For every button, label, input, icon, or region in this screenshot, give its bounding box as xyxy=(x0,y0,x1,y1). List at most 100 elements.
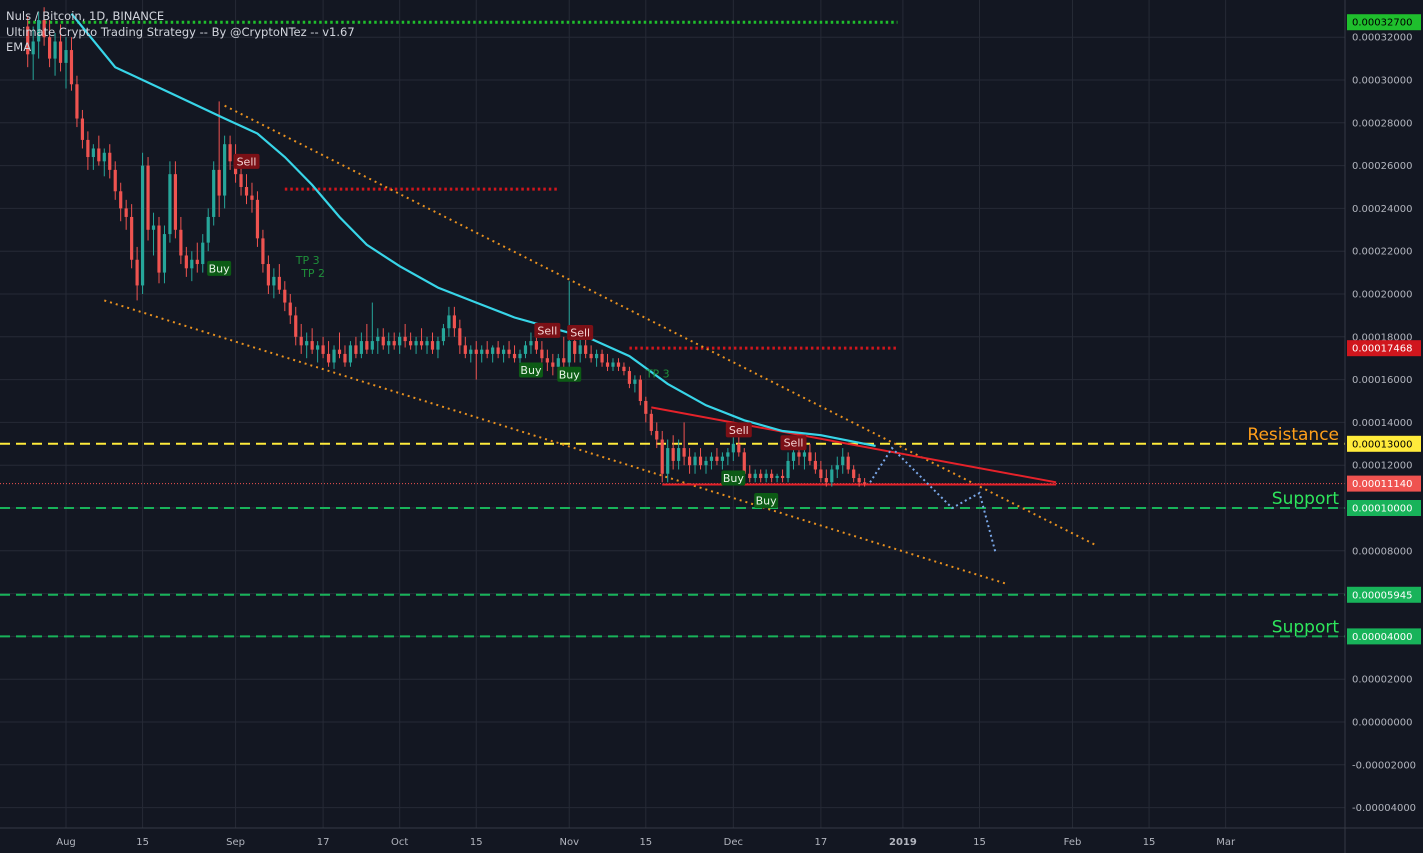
triangle-top xyxy=(651,406,1057,484)
indicator-title[interactable]: Ultimate Crypto Trading Strategy -- By @… xyxy=(6,24,355,39)
candle xyxy=(47,20,52,68)
signal-badge xyxy=(721,470,746,486)
candle-body xyxy=(69,50,74,85)
buy-signal: Buy xyxy=(207,260,232,276)
candle xyxy=(42,7,46,46)
candlestick-series[interactable] xyxy=(26,7,867,487)
candle xyxy=(179,216,183,265)
candle xyxy=(687,448,692,474)
signal-label: Buy xyxy=(209,262,231,275)
buy-signal: Buy xyxy=(721,470,746,486)
x-tick-label: Sep xyxy=(226,837,245,848)
candle-body xyxy=(600,353,604,363)
candle-body xyxy=(217,169,221,196)
y-tick-label: -0.00004000 xyxy=(1352,803,1416,814)
symbol-title[interactable]: Nuls / Bitcoin, 1D, BINANCE xyxy=(6,9,165,23)
candle-body xyxy=(354,345,358,354)
signal-label: Sell xyxy=(237,155,257,168)
price-label: 0.00032700 xyxy=(1347,14,1421,31)
candle-body xyxy=(266,264,270,286)
candle xyxy=(677,439,681,470)
candle-body xyxy=(666,448,670,474)
candle-body xyxy=(638,379,642,401)
candle-body xyxy=(151,225,156,230)
candle-body xyxy=(53,41,57,59)
candle xyxy=(381,328,385,350)
candle-body xyxy=(808,452,812,461)
price-label-bg xyxy=(1347,435,1421,452)
candle-body xyxy=(37,20,41,42)
candle xyxy=(146,157,150,241)
candle-body xyxy=(157,225,161,273)
candle-body xyxy=(130,216,134,260)
candle-body xyxy=(370,341,374,350)
signal-label: Buy xyxy=(723,472,745,485)
price-label: 0.00004000 xyxy=(1347,628,1421,645)
level-label: Support xyxy=(1272,489,1340,509)
candle xyxy=(419,328,424,350)
price-label-bg xyxy=(1347,14,1421,31)
projection-path xyxy=(869,446,997,555)
candle-body xyxy=(578,345,582,354)
candle-body xyxy=(365,341,369,350)
candle-body xyxy=(644,401,648,414)
candle xyxy=(305,332,309,359)
price-label-text: 0.00010000 xyxy=(1352,504,1412,515)
candle xyxy=(496,341,500,359)
candle xyxy=(162,225,167,284)
candle-body xyxy=(283,289,287,303)
candle-body xyxy=(316,345,320,350)
candle-body xyxy=(770,473,774,479)
candle-body xyxy=(573,341,577,354)
sell-signal: Sell xyxy=(534,322,561,338)
candle xyxy=(91,144,95,170)
candle xyxy=(113,161,117,200)
candle xyxy=(655,422,659,449)
candle-body xyxy=(704,460,708,466)
candle-body xyxy=(496,347,500,354)
candle xyxy=(638,375,642,406)
candle xyxy=(819,460,823,483)
y-tick-label: 0.00012000 xyxy=(1352,461,1412,472)
candle-body xyxy=(195,259,199,265)
candle xyxy=(250,182,254,213)
x-tick-label: Nov xyxy=(559,837,579,848)
candle-body xyxy=(480,349,484,354)
candle-body xyxy=(819,469,823,479)
candle-body xyxy=(392,341,396,346)
level-label: Support xyxy=(1272,617,1340,637)
candle-body xyxy=(430,341,435,350)
candle xyxy=(376,328,380,354)
candle-body xyxy=(419,341,424,346)
candle-body xyxy=(190,259,194,269)
candle-body xyxy=(212,169,216,217)
sell-signal: Sell xyxy=(233,153,260,169)
candle xyxy=(398,332,402,354)
candle-body xyxy=(502,349,506,354)
ema-title[interactable]: EMA xyxy=(6,40,32,54)
candle xyxy=(666,439,670,483)
candle-body xyxy=(529,341,533,346)
candle xyxy=(31,26,35,80)
tp-label: TP 3 xyxy=(645,367,670,380)
candle-body xyxy=(633,379,637,384)
candle-body xyxy=(343,353,347,363)
candle xyxy=(288,294,292,324)
y-tick-label: 0.00030000 xyxy=(1352,76,1412,87)
candle-body xyxy=(26,26,30,55)
candle xyxy=(337,332,342,359)
candle-body xyxy=(802,452,807,457)
signal-badge xyxy=(207,260,232,276)
price-label-bg xyxy=(1347,500,1421,516)
candle xyxy=(759,469,763,483)
signal-badge xyxy=(534,322,561,338)
candle xyxy=(808,443,812,466)
price-label: 0.00010000 xyxy=(1347,500,1421,516)
candle xyxy=(195,242,199,273)
price-label: 0.00011140 xyxy=(1347,475,1421,492)
candle xyxy=(469,345,473,363)
candle-body xyxy=(47,37,52,59)
candle xyxy=(474,341,478,380)
candle xyxy=(26,15,30,68)
